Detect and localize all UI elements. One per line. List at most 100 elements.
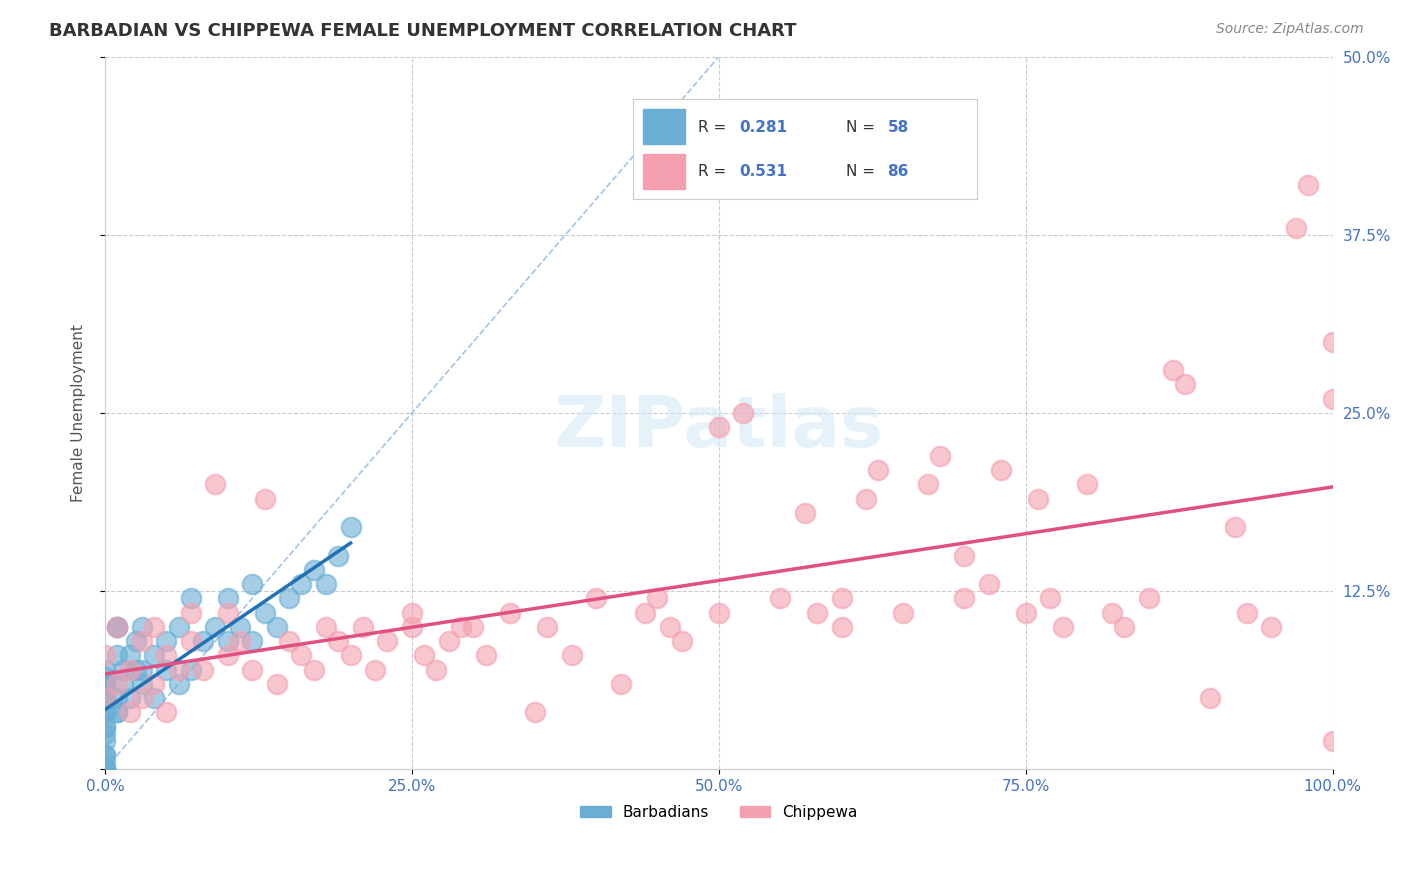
Point xyxy=(105,648,128,663)
Point xyxy=(1260,620,1282,634)
Point xyxy=(94,720,117,734)
Point xyxy=(278,634,301,648)
Point xyxy=(499,606,522,620)
Point xyxy=(105,691,128,706)
Point xyxy=(536,620,558,634)
Point xyxy=(302,563,325,577)
Point xyxy=(290,577,312,591)
Point xyxy=(585,591,607,606)
Point xyxy=(328,549,350,563)
Point xyxy=(1236,606,1258,620)
Point xyxy=(112,663,135,677)
Point xyxy=(155,663,177,677)
Point xyxy=(1161,363,1184,377)
Point xyxy=(928,449,950,463)
Point xyxy=(167,663,190,677)
Point xyxy=(94,670,117,684)
Point xyxy=(953,591,976,606)
Point xyxy=(891,606,914,620)
Point xyxy=(94,677,117,691)
Point xyxy=(1199,691,1222,706)
Point xyxy=(217,634,239,648)
Point xyxy=(315,577,337,591)
Point xyxy=(377,634,399,648)
Point xyxy=(707,606,730,620)
Point xyxy=(450,620,472,634)
Point xyxy=(1015,606,1038,620)
Point xyxy=(131,691,153,706)
Point xyxy=(94,762,117,776)
Point xyxy=(94,663,117,677)
Point xyxy=(94,706,117,720)
Point xyxy=(105,620,128,634)
Point xyxy=(94,677,117,691)
Point xyxy=(1076,477,1098,491)
Point xyxy=(315,620,337,634)
Point xyxy=(917,477,939,491)
Point xyxy=(437,634,460,648)
Point xyxy=(118,691,141,706)
Point xyxy=(94,762,117,776)
Point xyxy=(707,420,730,434)
Point xyxy=(180,591,202,606)
Point xyxy=(143,648,166,663)
Point xyxy=(94,691,117,706)
Point xyxy=(105,706,128,720)
Point xyxy=(131,677,153,691)
Point xyxy=(733,406,755,420)
Point xyxy=(155,648,177,663)
Point xyxy=(180,663,202,677)
Point xyxy=(193,663,215,677)
Point xyxy=(953,549,976,563)
Point xyxy=(831,591,853,606)
Point xyxy=(634,606,657,620)
Point xyxy=(328,634,350,648)
Text: ZIPatlas: ZIPatlas xyxy=(554,392,884,462)
Point xyxy=(167,620,190,634)
Point xyxy=(193,634,215,648)
Point xyxy=(302,663,325,677)
Point xyxy=(474,648,496,663)
Point xyxy=(131,663,153,677)
Point xyxy=(94,762,117,776)
Point xyxy=(125,634,148,648)
Point xyxy=(266,677,288,691)
Point xyxy=(105,620,128,634)
Point xyxy=(609,677,631,691)
Point xyxy=(658,620,681,634)
Point xyxy=(1322,392,1344,406)
Point xyxy=(769,591,792,606)
Point xyxy=(155,634,177,648)
Point xyxy=(204,477,226,491)
Point xyxy=(105,677,128,691)
Point xyxy=(671,634,693,648)
Text: BARBADIAN VS CHIPPEWA FEMALE UNEMPLOYMENT CORRELATION CHART: BARBADIAN VS CHIPPEWA FEMALE UNEMPLOYMEN… xyxy=(49,22,797,40)
Y-axis label: Female Unemployment: Female Unemployment xyxy=(72,324,86,502)
Point xyxy=(105,620,128,634)
Point xyxy=(1296,178,1319,192)
Point xyxy=(143,691,166,706)
Legend: Barbadians, Chippewa: Barbadians, Chippewa xyxy=(574,798,863,826)
Point xyxy=(131,620,153,634)
Point xyxy=(143,620,166,634)
Point xyxy=(1137,591,1160,606)
Point xyxy=(240,634,263,648)
Point xyxy=(793,506,815,520)
Point xyxy=(1322,334,1344,349)
Point xyxy=(229,634,252,648)
Point xyxy=(125,663,148,677)
Point xyxy=(806,606,828,620)
Point xyxy=(240,663,263,677)
Point xyxy=(94,755,117,769)
Point xyxy=(229,620,252,634)
Point xyxy=(855,491,877,506)
Point xyxy=(118,706,141,720)
Point xyxy=(94,747,117,762)
Point xyxy=(94,706,117,720)
Point xyxy=(180,634,202,648)
Point xyxy=(364,663,387,677)
Point xyxy=(118,663,141,677)
Point xyxy=(94,727,117,741)
Point xyxy=(1223,520,1246,534)
Point xyxy=(1039,591,1062,606)
